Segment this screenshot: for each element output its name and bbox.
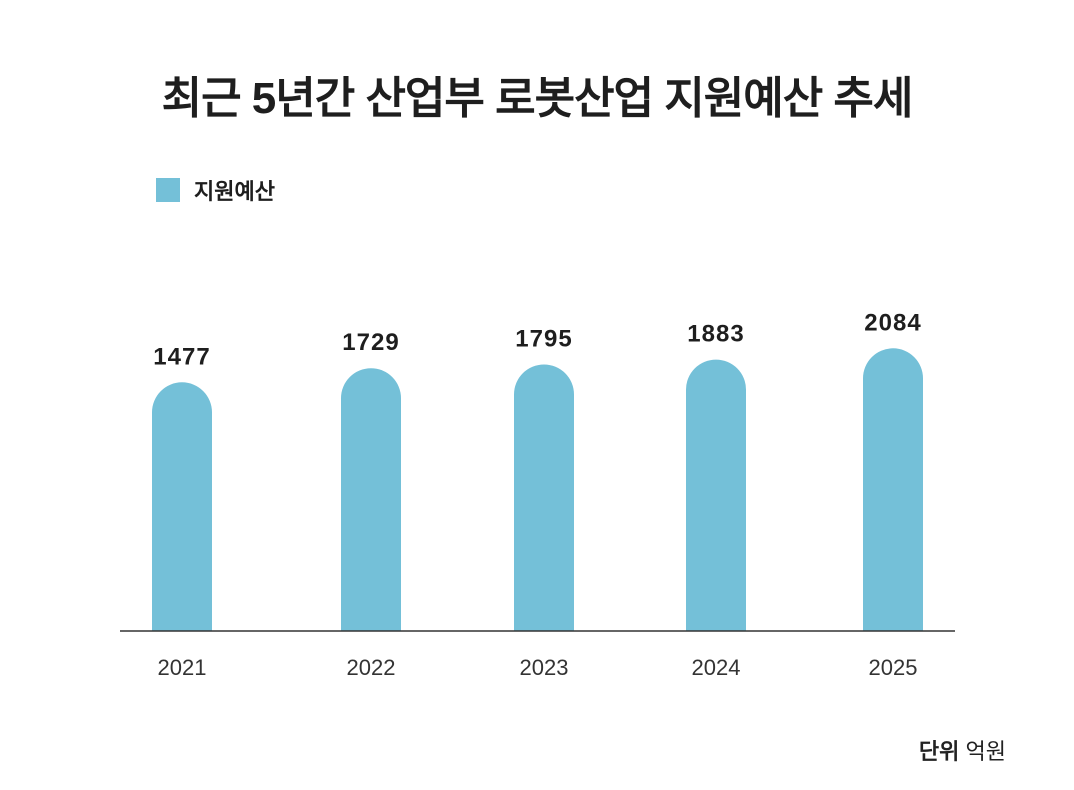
data-label-2022: 1729 bbox=[342, 329, 399, 356]
x-tick-label-2024: 2024 bbox=[692, 655, 741, 680]
unit-label: 단위 bbox=[918, 739, 960, 764]
data-label-2024: 1883 bbox=[687, 321, 744, 348]
unit-note: 단위 억원 bbox=[919, 734, 1006, 766]
data-label-2023: 1795 bbox=[515, 325, 572, 352]
bar-2021 bbox=[152, 382, 212, 631]
x-tick-label-2025: 2025 bbox=[869, 655, 918, 680]
data-label-2021: 1477 bbox=[153, 343, 210, 370]
unit-value: 억원 bbox=[965, 739, 1006, 764]
x-tick-label-2022: 2022 bbox=[347, 655, 396, 680]
x-tick-label-2021: 2021 bbox=[158, 655, 207, 680]
bar-2023 bbox=[514, 364, 574, 631]
bar-2025 bbox=[863, 348, 923, 631]
data-label-2025: 2084 bbox=[864, 309, 921, 336]
bar-2022 bbox=[341, 368, 401, 631]
legend-swatch bbox=[156, 178, 180, 202]
bar-2024 bbox=[686, 359, 746, 631]
legend: 지원예산 bbox=[156, 174, 275, 206]
chart-title: 최근 5년간 산업부 로봇산업 지원예산 추세 bbox=[161, 74, 914, 123]
legend-label: 지원예산 bbox=[194, 179, 275, 204]
x-tick-label-2023: 2023 bbox=[520, 655, 569, 680]
